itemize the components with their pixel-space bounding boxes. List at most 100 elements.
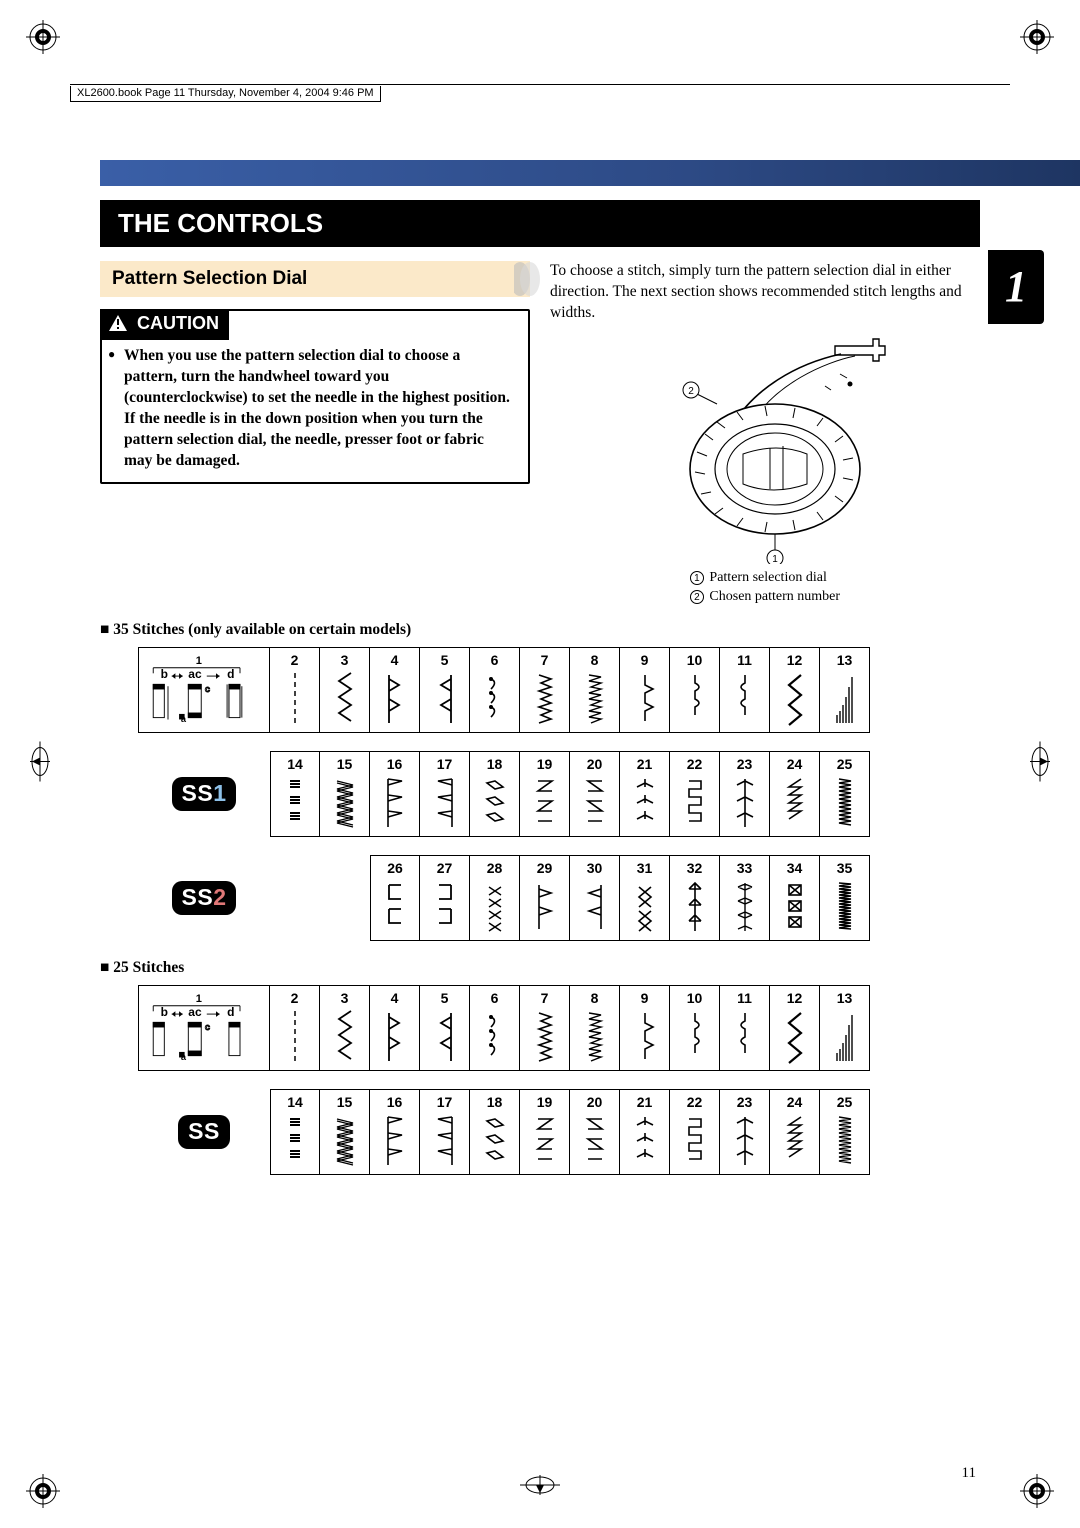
caution-label: CAUTION xyxy=(137,313,219,333)
section-label-35: 35 Stitches (only available on certain m… xyxy=(100,621,980,639)
stitch-cell: 32 xyxy=(670,855,720,941)
legend-item: Pattern selection dial xyxy=(709,570,826,585)
stitch-cell: 28 xyxy=(470,855,520,941)
ss-badge-cell: SS xyxy=(138,1089,270,1175)
ss1-badge-cell: SS1 xyxy=(138,751,270,837)
crop-mark xyxy=(26,20,60,54)
stitch-cell: 3 xyxy=(320,647,370,733)
buttonhole-cell: 1 b ac d c a xyxy=(138,985,270,1071)
side-align-mark xyxy=(1028,742,1052,787)
stitch-cell: 25 xyxy=(820,751,870,837)
stitch-cell: 10 xyxy=(670,985,720,1071)
stitch-cell: 11 xyxy=(720,647,770,733)
svg-text:ac: ac xyxy=(188,1004,202,1018)
stitch-cell: 10 xyxy=(670,647,720,733)
stitch-cell: 15 xyxy=(320,751,370,837)
stitch-cell: 23 xyxy=(720,751,770,837)
stitch-cell: 34 xyxy=(770,855,820,941)
ss1-badge: SS1 xyxy=(172,777,237,811)
stitch-cell: 16 xyxy=(370,1089,420,1175)
stitch-cell: 18 xyxy=(470,751,520,837)
crop-mark xyxy=(1020,20,1054,54)
svg-text:1: 1 xyxy=(196,993,202,1005)
subheading-shadow-icon xyxy=(514,261,544,297)
buttonhole-diagram-icon: 1 b ac d c xyxy=(144,652,264,726)
dial-illustration-icon: 1 2 xyxy=(625,334,905,564)
stitch-cell: 16 xyxy=(370,751,420,837)
svg-text:2: 2 xyxy=(688,386,694,397)
stitch-cell: 22 xyxy=(670,1089,720,1175)
stitch-cell: 12 xyxy=(770,647,820,733)
crop-mark xyxy=(26,1474,60,1508)
pdf-header-text: XL2600.book Page 11 Thursday, November 4… xyxy=(70,86,381,102)
stitch-row: 1 b ac d c xyxy=(138,647,980,733)
svg-text:c: c xyxy=(205,1021,210,1031)
caution-triangle-icon xyxy=(108,314,128,332)
svg-text:b: b xyxy=(161,1004,168,1018)
page-number: 11 xyxy=(962,1465,976,1482)
crop-mark xyxy=(1020,1474,1054,1508)
stitch-row: 1 b ac d c a xyxy=(138,985,980,1071)
stitch-cell: 25 xyxy=(820,1089,870,1175)
stitch-cell: 3 xyxy=(320,985,370,1071)
caution-body: When you use the pattern selection dial … xyxy=(102,346,528,472)
stitch-row: SS2 26 27 28 29 30 31 32 33 34 35 xyxy=(138,855,980,941)
stitch-cell: 6 xyxy=(470,985,520,1071)
svg-text:b: b xyxy=(161,666,168,680)
stitch-cell: 12 xyxy=(770,985,820,1071)
figure-legend: 1 Pattern selection dial 2 Chosen patter… xyxy=(690,569,840,607)
stitch-cell: 20 xyxy=(570,1089,620,1175)
stitch-cell: 21 xyxy=(620,1089,670,1175)
stitch-cell: 4 xyxy=(370,985,420,1071)
svg-text:1: 1 xyxy=(772,554,778,564)
accent-band xyxy=(100,160,1080,186)
stitch-cell: 19 xyxy=(520,1089,570,1175)
stitch-cell: 24 xyxy=(770,1089,820,1175)
stitch-cell: 21 xyxy=(620,751,670,837)
stitch-cell: 7 xyxy=(520,647,570,733)
stitch-cell: 26 xyxy=(370,855,420,941)
spacer xyxy=(270,855,370,941)
stitch-cell: 24 xyxy=(770,751,820,837)
ss2-badge-cell: SS2 xyxy=(138,855,270,941)
stitch-cell: 2 xyxy=(270,647,320,733)
ss2-badge: SS2 xyxy=(172,881,237,915)
caution-heading: CAUTION xyxy=(100,309,229,340)
stitch-cell: 20 xyxy=(570,751,620,837)
stitch-cell: 23 xyxy=(720,1089,770,1175)
stitch-cell: 33 xyxy=(720,855,770,941)
stitch-cell: 19 xyxy=(520,751,570,837)
svg-text:ac: ac xyxy=(188,666,202,680)
center-align-mark xyxy=(520,1473,560,1502)
stitch-cell: 14 xyxy=(270,1089,320,1175)
stitch-row: SS 14 15 16 17 18 19 20 21 22 23 24 25 xyxy=(138,1089,980,1175)
svg-text:c: c xyxy=(205,683,210,693)
buttonhole-diagram-icon: 1 b ac d c a xyxy=(144,990,264,1064)
stitch-cell: 2 xyxy=(270,985,320,1071)
intro-paragraph: To choose a stitch, simply turn the patt… xyxy=(550,261,980,324)
stitch-cell: 5 xyxy=(420,985,470,1071)
stitch-row: SS1 14 15 16 17 18 19 20 21 22 23 24 25 xyxy=(138,751,980,837)
stitch-cell: 4 xyxy=(370,647,420,733)
section-title: THE CONTROLS xyxy=(100,200,980,247)
stitch-cell: 9 xyxy=(620,647,670,733)
subheading: Pattern Selection Dial xyxy=(100,261,530,297)
stitch-cell: 17 xyxy=(420,751,470,837)
stitch-cell: 27 xyxy=(420,855,470,941)
stitch-cell: 5 xyxy=(420,647,470,733)
stitch-cell: 14 xyxy=(270,751,320,837)
stitch-cell: 9 xyxy=(620,985,670,1071)
stitch-cell: 7 xyxy=(520,985,570,1071)
side-align-mark xyxy=(28,742,52,787)
buttonhole-cell: 1 b ac d c xyxy=(138,647,270,733)
svg-text:d: d xyxy=(227,1004,234,1018)
caution-box: CAUTION When you use the pattern selecti… xyxy=(100,309,530,484)
stitch-cell: 8 xyxy=(570,985,620,1071)
pdf-header: XL2600.book Page 11 Thursday, November 4… xyxy=(70,84,1010,102)
stitch-cell: 8 xyxy=(570,647,620,733)
stitch-cell: 6 xyxy=(470,647,520,733)
stitch-cell: 18 xyxy=(470,1089,520,1175)
chapter-tab: 1 xyxy=(988,250,1044,324)
legend-item: Chosen pattern number xyxy=(709,589,840,604)
stitch-cell: 17 xyxy=(420,1089,470,1175)
